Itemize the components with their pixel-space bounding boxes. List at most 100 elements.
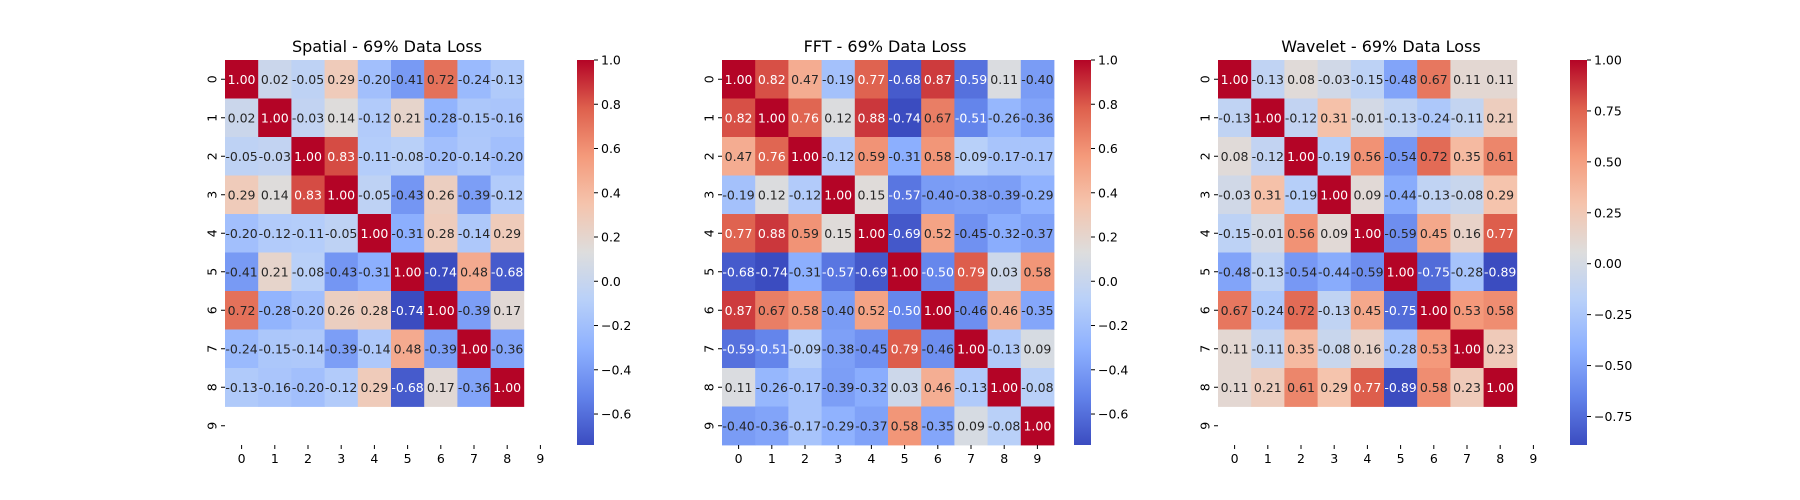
heatmap-cell: [788, 214, 822, 253]
colorbar-tick-label: 0.2: [601, 230, 621, 245]
heatmap-cell: [258, 214, 292, 253]
heatmap-cell-label: 0.02: [228, 110, 256, 125]
heatmap-cell-label: 0.16: [1453, 226, 1481, 241]
x-tick-label: 6: [1430, 451, 1438, 466]
heatmap-cell: [722, 98, 756, 138]
heatmap-cell-label: 0.82: [725, 110, 753, 125]
y-tick-label: 2: [205, 152, 220, 160]
heatmap-cell: [1284, 137, 1318, 176]
heatmap-cell-label: 0.58: [1420, 380, 1448, 395]
y-tick-label: 0: [1198, 75, 1213, 83]
heatmap-cell-label: -0.03: [1318, 72, 1350, 87]
heatmap-cell-label: -0.43: [325, 264, 357, 279]
fft-heatmap-panel: FFT - 69% Data Loss 1.00 0.82 0.47 -0.19 0.7…: [702, 37, 1129, 466]
heatmap-cell: [391, 175, 425, 215]
spatial-heatmap-title: Spatial - 69% Data Loss: [292, 37, 482, 56]
y-tick-label: 5: [1198, 268, 1213, 276]
heatmap-cell-label: 1.00: [427, 303, 455, 318]
heatmap-cell-label: -0.89: [1384, 380, 1416, 395]
heatmap-cell: [722, 406, 756, 446]
heatmap-cell-label: -0.12: [822, 149, 854, 164]
heatmap-cell-label: 0.46: [990, 303, 1018, 318]
heatmap-cell: [987, 137, 1022, 176]
heatmap-cell: [722, 368, 756, 407]
heatmap-cell: [1350, 329, 1385, 369]
heatmap-cell-label: -0.01: [1252, 226, 1284, 241]
heatmap-cell: [357, 98, 392, 138]
heatmap-cell: [1350, 291, 1385, 330]
heatmap-cell-label: -0.12: [1252, 149, 1284, 164]
y-tick-label: 5: [702, 268, 717, 276]
heatmap-cell-label: -0.46: [922, 341, 954, 356]
x-tick-label: 1: [768, 451, 776, 466]
spatial-heatmap-panel: Spatial - 69% Data Loss 1.00 0.02 -0.05 0.2…: [205, 37, 632, 466]
heatmap-cell-label: -0.29: [1021, 187, 1053, 202]
heatmap-cell-label: 1.00: [1387, 264, 1415, 279]
heatmap-cell: [1384, 368, 1418, 407]
heatmap-cell-label: -0.15: [458, 110, 490, 125]
heatmap-cell-label: -0.20: [358, 72, 390, 87]
colorbar-tick-label: 0.6: [1098, 141, 1118, 156]
heatmap-cell: [1284, 175, 1318, 215]
y-tick-label: 4: [702, 229, 717, 237]
heatmap-cell: [788, 291, 822, 330]
heatmap-cell: [457, 291, 491, 330]
heatmap-cell: [888, 252, 922, 292]
y-tick-label: 6: [702, 306, 717, 314]
heatmap-cell: [888, 291, 922, 330]
heatmap-cell: [1218, 329, 1252, 369]
fft-colorbar-gradient: [1074, 60, 1091, 445]
x-tick-label: 6: [437, 451, 445, 466]
heatmap-cell: [1350, 368, 1385, 407]
heatmap-cell-label: -0.39: [458, 303, 490, 318]
heatmap-cell: [1317, 329, 1352, 369]
heatmap-cell-label: -0.74: [391, 303, 423, 318]
x-tick-label: 3: [337, 451, 345, 466]
heatmap-cell-label: 0.29: [1320, 380, 1348, 395]
colorbar-tick-label: 0.00: [1594, 256, 1622, 271]
fft-heatmap-grid: 1.00 0.82 0.47 -0.19 0.77 -0.68 0.87 -0.59 0.11-…: [722, 60, 1055, 446]
heatmap-cell-label: -0.20: [491, 149, 523, 164]
heatmap-cell-label: 0.02: [261, 72, 289, 87]
heatmap-cell: [324, 291, 359, 330]
colorbar-tick-label: 0.4: [1098, 185, 1118, 200]
heatmap-cell-label: 0.09: [1320, 226, 1348, 241]
heatmap-cell-label: -0.41: [391, 72, 423, 87]
heatmap-cell-label: -0.05: [292, 72, 324, 87]
heatmap-cell: [1417, 368, 1451, 407]
wavelet-colorbar: −0.75 −0.50 −0.25 0.00 0.25 0.50 0.75 1.00: [1570, 53, 1632, 445]
spatial-heatmap-x-ticks: 0 1 2 3 4 5 6 7 8 9: [238, 445, 544, 466]
colorbar-tick-label: −0.6: [601, 407, 631, 422]
heatmap-cell-label: -0.20: [292, 303, 324, 318]
heatmap-cell-label: 0.61: [1287, 380, 1315, 395]
colorbar-tick-label: 0.6: [601, 141, 621, 156]
heatmap-cell: [1317, 291, 1352, 330]
heatmap-cell-label: 0.29: [493, 226, 521, 241]
heatmap-cell: [424, 98, 458, 138]
heatmap-cell-label: -0.17: [988, 149, 1020, 164]
heatmap-cell: [854, 98, 889, 138]
heatmap-cell: [755, 329, 789, 369]
heatmap-cell: [821, 175, 856, 215]
heatmap-cell-label: 0.46: [924, 380, 952, 395]
heatmap-cell: [921, 137, 955, 176]
heatmap-cell: [1450, 368, 1484, 407]
heatmap-cell-label: -0.19: [722, 187, 754, 202]
colorbar-tick-label: 0.25: [1594, 205, 1622, 220]
heatmap-cell: [258, 329, 292, 369]
y-tick-label: 0: [702, 75, 717, 83]
heatmap-cell-label: 0.17: [493, 303, 521, 318]
wavelet-heatmap-title: Wavelet - 69% Data Loss: [1281, 37, 1480, 56]
heatmap-cell: [954, 175, 988, 215]
heatmap-cell: [921, 214, 955, 253]
y-tick-label: 6: [205, 306, 220, 314]
heatmap-cell: [1317, 368, 1352, 407]
heatmap-cell: [854, 137, 889, 176]
colorbar-tick-label: 0.0: [1098, 274, 1118, 289]
heatmap-cell: [1218, 252, 1252, 292]
heatmap-cell: [357, 214, 392, 253]
wavelet-heatmap-panel: Wavelet - 69% Data Loss 1.00 -0.13 0.08 -0.…: [1198, 37, 1633, 466]
heatmap-cell: [788, 60, 822, 99]
heatmap-cell-label: -0.48: [1384, 72, 1416, 87]
